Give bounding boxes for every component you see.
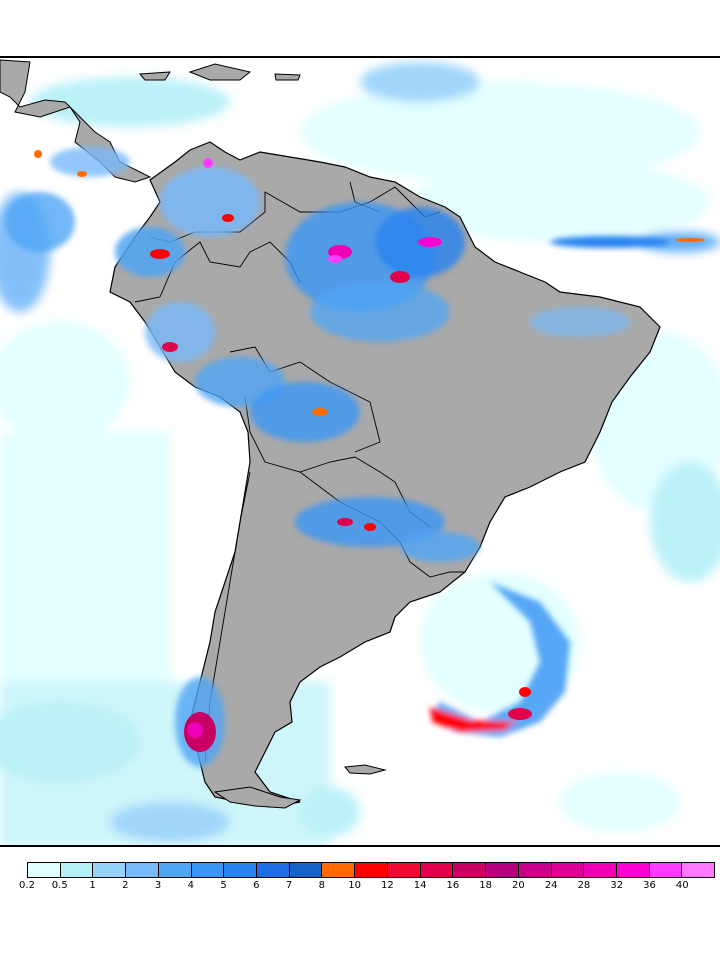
colorbar-tick-label: 28 — [577, 880, 591, 891]
colorbar-swatch — [355, 863, 388, 877]
colorbar-swatch — [28, 863, 61, 877]
colorbar-swatch — [158, 863, 192, 877]
map-canvas — [0, 59, 720, 845]
colorbar-tick-label: 16 — [446, 880, 460, 891]
colorbar-tick-label: 8 — [318, 880, 326, 891]
ocean-storm — [430, 236, 670, 737]
colorbar-tick-label: 5 — [220, 880, 227, 891]
colorbar-swatch — [551, 863, 585, 877]
colorbar-tick-label: 36 — [643, 880, 656, 891]
land-precip — [5, 147, 630, 767]
colorbar-swatch — [420, 863, 454, 877]
colorbar-swatch — [126, 863, 159, 877]
colorbar-swatch — [584, 863, 617, 877]
colorbar-swatch — [518, 863, 552, 877]
colorbar-swatch — [224, 863, 258, 877]
colorbar-tick-label: 3 — [154, 880, 162, 891]
colorbar-swatch — [486, 863, 519, 877]
colorbar-labels: 0.2 0.5 1 2 3 4 5 6 7 8 10 12 14 16 18 20 24 28 32 36 40 — [19, 880, 715, 894]
colorbar-tick-label: 0.2 — [19, 880, 35, 891]
colorbar-tick-label: 10 — [348, 880, 361, 891]
colorbar-swatch — [682, 863, 715, 877]
colorbar-swatch — [649, 863, 683, 877]
heavy-precip-cells — [34, 150, 705, 752]
colorbar-swatch — [616, 863, 650, 877]
colorbar-tick-label: 12 — [381, 880, 394, 891]
colorbar-swatch — [453, 863, 487, 877]
colorbar-swatch — [60, 863, 94, 877]
colorbar-tick-label: 20 — [512, 880, 525, 891]
colorbar-tick-label: 14 — [413, 880, 427, 891]
colorbar-tick-label: 6 — [253, 880, 260, 891]
precipitation-map — [0, 56, 720, 847]
colorbar-swatch — [322, 863, 356, 877]
colorbar-tick-label: 4 — [187, 880, 194, 891]
colorbar-tick-label: 7 — [285, 880, 293, 891]
colorbar-swatch — [387, 863, 421, 877]
colorbar-swatch — [191, 863, 225, 877]
colorbar-tick-label: 40 — [675, 880, 689, 891]
colorbar-tick-label: 24 — [544, 880, 558, 891]
colorbar-swatch — [93, 863, 127, 877]
country-borders — [134, 181, 465, 763]
colorbar-swatch — [289, 863, 323, 877]
colorbar-swatch — [257, 863, 290, 877]
colorbar-tick-label: 18 — [479, 880, 493, 891]
colorbar-tick-label: 2 — [122, 880, 129, 891]
colorbar-tick-label: 0.5 — [51, 880, 68, 891]
colorbar-tick-label: 1 — [89, 880, 96, 891]
colorbar — [27, 862, 715, 878]
colorbar-tick-label: 32 — [610, 880, 624, 891]
